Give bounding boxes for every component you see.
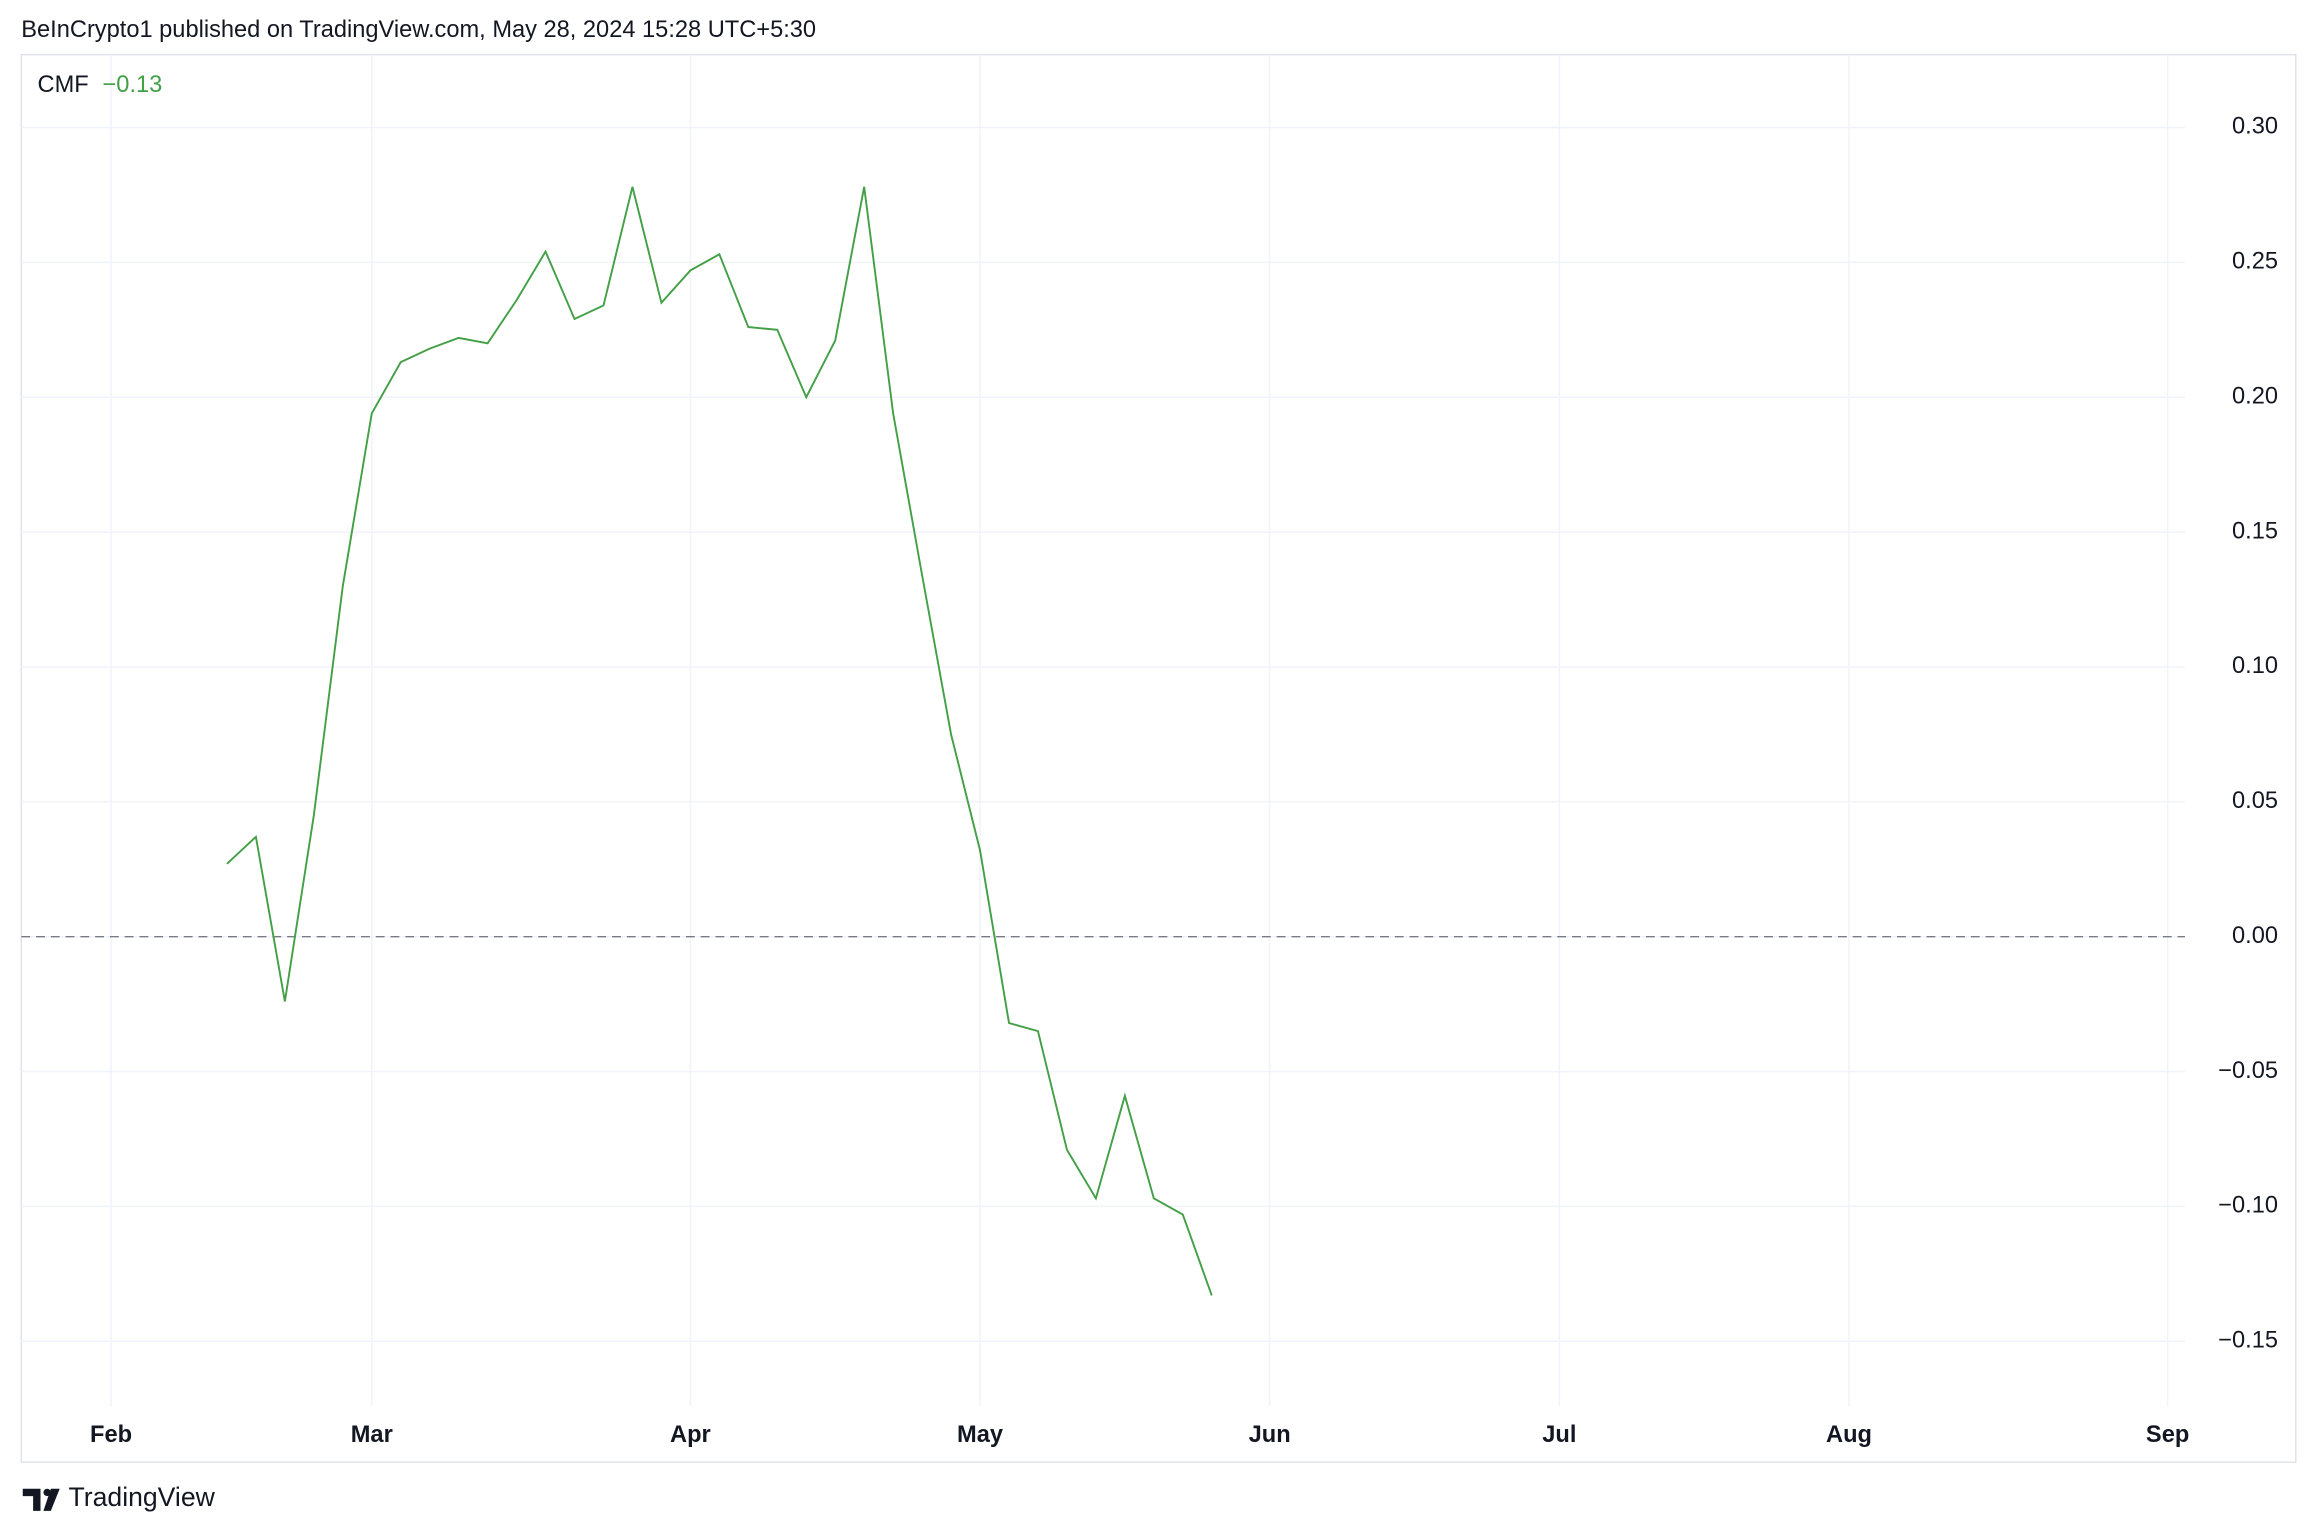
x-tick-label: Mar [351, 1422, 393, 1448]
y-tick-label: 0.15 [2232, 518, 2278, 544]
brand-name: TradingView [69, 1482, 216, 1512]
y-tick-label: 0.05 [2232, 788, 2278, 814]
x-tick-label: May [957, 1422, 1004, 1448]
plot-frame [20, 53, 2297, 1463]
y-tick-label: 0.10 [2232, 653, 2278, 679]
y-tick-label: 0.00 [2232, 923, 2278, 949]
x-tick-label: Aug [1826, 1422, 1872, 1448]
x-tick-label: Apr [670, 1422, 711, 1448]
x-tick-label: Jun [1249, 1422, 1291, 1448]
y-tick-label: 0.25 [2232, 249, 2278, 275]
x-tick-label: Jul [1542, 1422, 1576, 1448]
brand-logo [22, 1488, 60, 1511]
indicator-value: −0.13 [103, 72, 163, 98]
y-tick-label: −0.15 [2218, 1328, 2278, 1354]
x-tick-label: Sep [2146, 1422, 2189, 1448]
y-tick-label: 0.20 [2232, 383, 2278, 409]
y-tick-label: 0.30 [2232, 114, 2278, 140]
publish-info: BeInCrypto1 published on TradingView.com… [21, 17, 816, 43]
y-tick-label: −0.05 [2218, 1058, 2278, 1084]
y-tick-label: −0.10 [2218, 1193, 2278, 1219]
x-tick-label: Feb [90, 1422, 132, 1448]
grid [21, 54, 2185, 1407]
data-line [226, 186, 1213, 1296]
indicator-name: CMF [38, 72, 89, 98]
